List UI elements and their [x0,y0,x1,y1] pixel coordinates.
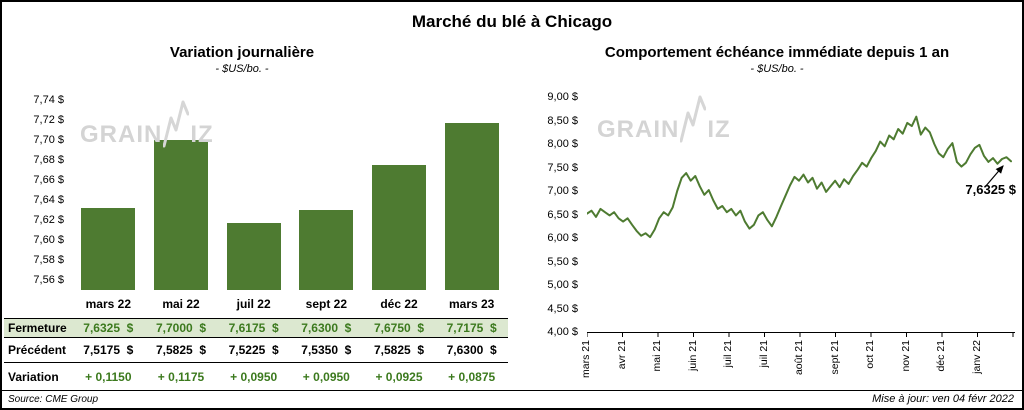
table-cell: 7,6750 $ [362,319,436,338]
bar [154,140,208,290]
x-tick-label: juin 21 [686,340,699,371]
y-tick-label: 7,00 $ [547,185,578,197]
table-cell: 7,5175 $ [72,338,145,363]
footer-divider [2,390,1022,391]
annotation-arrow [984,165,1004,188]
y-tick-label: 7,50 $ [547,161,578,174]
x-tick-label: mars 22 [85,297,132,311]
y-tick-label: 7,66 $ [33,174,64,186]
table-row-label: Variation [8,370,59,384]
y-tick-label: 7,74 $ [33,94,64,106]
bar [444,122,499,290]
bar-chart-title: Variation journalière [169,44,315,61]
table-cell: + 0,0950 [302,370,350,384]
bar-column [290,210,363,290]
x-tick-label: mai 22 [162,297,200,311]
line-chart-subtitle: - $US/bo. - [750,63,804,75]
bar-chart-x-axis: mars 22 mai 22 juil 22 sept 22 déc 22 mars 23 [4,294,508,314]
y-tick-label: 7,64 $ [33,194,64,206]
bar-chart-subtitle: - $US/bo. - [215,63,269,75]
table-cell: 7,6325 $ [72,319,145,338]
y-tick-label: 7,70 $ [33,134,64,146]
bar-column [363,165,436,290]
bar-column [145,140,218,290]
x-tick-label: juil 21 [722,340,734,368]
y-tick-label: 7,58 $ [33,254,64,266]
price-line-svg [586,115,1015,337]
bar [299,210,354,290]
table-row-label: Précédent [4,338,72,363]
bar [372,165,427,290]
y-tick-label: 4,50 $ [547,302,578,315]
y-tick-label: 7,68 $ [33,154,64,166]
page-title: Marché du blé à Chicago [411,12,613,31]
table-cell: + 0,0875 [448,370,496,384]
table-row-label: Fermeture [4,319,72,338]
table-cell: + 0,1175 [157,370,205,384]
bar-chart-y-axis: 7,74 $ 7,72 $ 7,70 $ 7,68 $ 7,66 $ 7,64 $ 7,62… [2,90,66,290]
table-cell: 7,5825 $ [144,338,218,363]
x-tick-label: sept 21 [828,340,841,375]
table-cell: 7,7175 $ [435,319,508,338]
price-line [586,115,1012,239]
y-tick-label: 5,00 $ [547,279,578,291]
bar [81,207,136,290]
x-tick-label: août 21 [793,340,805,376]
x-tick-label: déc 22 [380,297,418,311]
update-note: Mise à jour: ven 04 févr 2022 [872,393,1014,405]
table-cell: 7,6300 $ [289,319,363,338]
y-tick-label: 6,50 $ [547,208,578,221]
bar-column [72,207,145,290]
table-cell: + 0,0925 [375,370,423,384]
y-tick-label: 9,00 $ [547,91,578,103]
y-tick-label: 8,00 $ [547,138,578,150]
y-tick-label: 8,50 $ [547,114,578,127]
bar-chart-plot [72,90,508,290]
price-table: Fermeture 7,6325 $7,7000 $7,6175 $7,6300 … [4,318,508,391]
y-tick-label: 5,50 $ [547,255,578,268]
x-tick-label: juil 21 [757,340,770,368]
line-chart-title: Comportement échéance immédiate depuis 1… [604,44,950,61]
x-tick-label: mars 23 [448,297,495,311]
bar-column [217,222,290,290]
bar-column [435,122,508,290]
table-cell: 7,7000 $ [144,319,218,338]
y-tick-label: 4,00 $ [547,326,578,338]
y-tick-label: 7,56 $ [33,274,64,286]
y-tick-label: 7,72 $ [33,114,64,126]
table-cell: 7,6175 $ [217,319,290,338]
axis-gutter [4,294,72,314]
y-tick-label: 7,60 $ [33,234,64,246]
x-tick-label: juil 22 [236,297,271,311]
x-tick-label: sept 22 [305,297,347,311]
table-cell: 7,5825 $ [362,338,436,363]
table-cell: 7,5350 $ [289,338,363,363]
x-tick-label: avr 21 [615,340,628,370]
x-tick-label: mai 21 [651,340,663,372]
bar [226,222,281,290]
table-cell: + 0,0950 [230,370,278,384]
y-tick-label: 7,62 $ [33,214,64,226]
line-chart-y-axis: 9,00 $ 8,50 $ 8,00 $ 7,50 $ 7,00 $ 6,50 $ 6,00… [518,91,580,338]
x-tick-label: mars 21 [580,340,592,378]
last-price-annotation: 7,6325 $ [965,182,1016,197]
table-cell: 7,5225 $ [217,338,290,363]
y-tick-label: 6,00 $ [547,232,578,244]
line-chart-plot [586,97,1019,341]
source-note: Source: CME Group [8,394,99,405]
table-cell: 7,6300 $ [435,338,508,363]
table-cell: + 0,1150 [85,370,132,384]
